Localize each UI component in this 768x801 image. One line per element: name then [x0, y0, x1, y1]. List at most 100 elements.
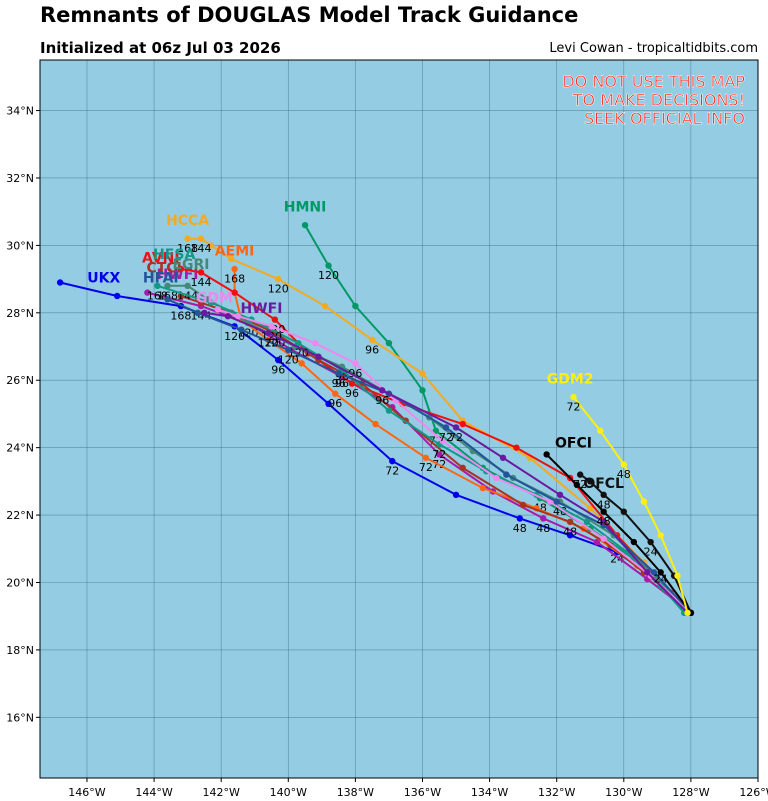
- track-point: [201, 309, 208, 317]
- track-point: [207, 242, 215, 249]
- track-gdm: 96 120 GDM: [196, 291, 695, 617]
- model-name-label: GDM: [196, 291, 233, 307]
- track-point: [385, 339, 393, 347]
- forecast-hour-label: 144: [191, 242, 212, 255]
- track-point: [238, 326, 245, 333]
- lat-tick-label: 34°N: [6, 105, 34, 118]
- model-name-label: OFCI: [555, 436, 592, 452]
- model-name-label: EGRI: [172, 257, 209, 273]
- track-point: [452, 424, 460, 431]
- lat-tick-label: 26°N: [6, 374, 34, 387]
- track-point: [268, 323, 275, 330]
- lat-tick-label: 24°N: [6, 442, 34, 455]
- model-name-label: OFCL: [583, 476, 624, 492]
- track-point: [301, 221, 309, 229]
- lon-tick-label: 138°W: [337, 786, 374, 799]
- track-point: [566, 518, 574, 526]
- track-point: [321, 302, 329, 310]
- forecast-hour-label: 72: [385, 465, 399, 478]
- model-name-label: HFAI: [143, 270, 179, 286]
- axis-tick-labels: 146°W 144°W 142°W 140°W 138°W 136°W 134°W 132°W…: [6, 105, 768, 799]
- track-point: [144, 289, 151, 296]
- track-point: [644, 569, 651, 576]
- forecast-hour-label: 72: [432, 448, 446, 461]
- track-point: [684, 609, 691, 617]
- forecast-hour-label: 144: [191, 276, 212, 289]
- track-point: [332, 390, 339, 397]
- track-point: [543, 451, 550, 458]
- track-point: [197, 235, 205, 242]
- track-point: [275, 356, 282, 364]
- track-point: [600, 518, 607, 526]
- track-point: [553, 498, 560, 505]
- forecast-hour-label: 96: [328, 397, 342, 410]
- track-point: [207, 299, 215, 306]
- track-point: [657, 532, 664, 539]
- track-point: [325, 262, 332, 269]
- lat-tick-label: 28°N: [6, 307, 34, 320]
- track-point: [228, 255, 235, 263]
- track-point: [566, 532, 574, 539]
- track-point: [439, 437, 446, 445]
- track-point: [650, 569, 658, 576]
- track-point: [389, 457, 396, 465]
- forecast-hour-label: 24: [644, 546, 658, 559]
- track-point: [479, 484, 487, 492]
- track-point: [285, 346, 292, 354]
- track-point: [154, 282, 161, 290]
- track-point: [600, 491, 607, 499]
- track-point: [459, 420, 466, 428]
- lon-tick-label: 136°W: [404, 786, 441, 799]
- track-point: [513, 444, 520, 451]
- track-ofci: 24 48 OFCI: [543, 436, 695, 617]
- lon-tick-label: 142°W: [202, 786, 239, 799]
- track-point: [231, 265, 238, 273]
- forecast-hour-label: 120: [278, 353, 299, 366]
- track-point: [442, 424, 450, 431]
- lat-tick-label: 16°N: [6, 711, 34, 724]
- forecast-hour-label: 48: [536, 522, 550, 535]
- track-point: [348, 380, 356, 387]
- ocean-background: [40, 60, 758, 778]
- model-name-label: UKX: [87, 270, 120, 286]
- map-subtitle: Initialized at 06z Jul 03 2026: [40, 39, 281, 57]
- warning-line: DO NOT USE THIS MAP: [562, 72, 745, 91]
- track-point: [177, 265, 185, 273]
- track-point: [519, 501, 527, 509]
- forecast-hour-label: 168: [147, 289, 168, 302]
- track-point: [436, 451, 443, 458]
- track-point: [234, 312, 242, 320]
- forecast-hour-label: 96: [348, 367, 362, 380]
- track-point: [113, 292, 121, 300]
- track-point: [597, 427, 604, 434]
- track-point: [335, 370, 342, 377]
- track-point: [311, 339, 319, 347]
- forecast-hour-label: 48: [563, 525, 577, 538]
- track-point: [325, 400, 332, 408]
- forecast-hour-label: 120: [224, 330, 245, 343]
- forecast-hour-label: 72: [439, 431, 453, 444]
- forecast-hour-label: 48: [597, 515, 611, 528]
- track-point: [640, 498, 648, 505]
- warning-line: TO MAKE DECISIONS!: [572, 91, 745, 110]
- forecast-hour-label: 24: [610, 552, 624, 565]
- track-point: [379, 387, 386, 394]
- map-title: Remnants of DOUGLAS Model Track Guidance: [40, 3, 579, 27]
- lon-tick-label: 126°W: [739, 786, 768, 799]
- track-point: [419, 387, 426, 394]
- forecast-hour-label: 168: [170, 310, 191, 323]
- track-hfai: 72 96 120 HFAI: [143, 270, 695, 617]
- track-point: [264, 329, 272, 337]
- track-point: [197, 299, 205, 306]
- forecast-hour-label: 72: [449, 431, 463, 444]
- lon-tick-label: 140°W: [270, 786, 307, 799]
- lat-tick-label: 30°N: [6, 239, 34, 252]
- track-point: [184, 282, 191, 290]
- track-point: [224, 312, 232, 320]
- track-point: [315, 353, 322, 360]
- track-point: [368, 336, 376, 343]
- forecast-hour-label: 96: [345, 387, 359, 400]
